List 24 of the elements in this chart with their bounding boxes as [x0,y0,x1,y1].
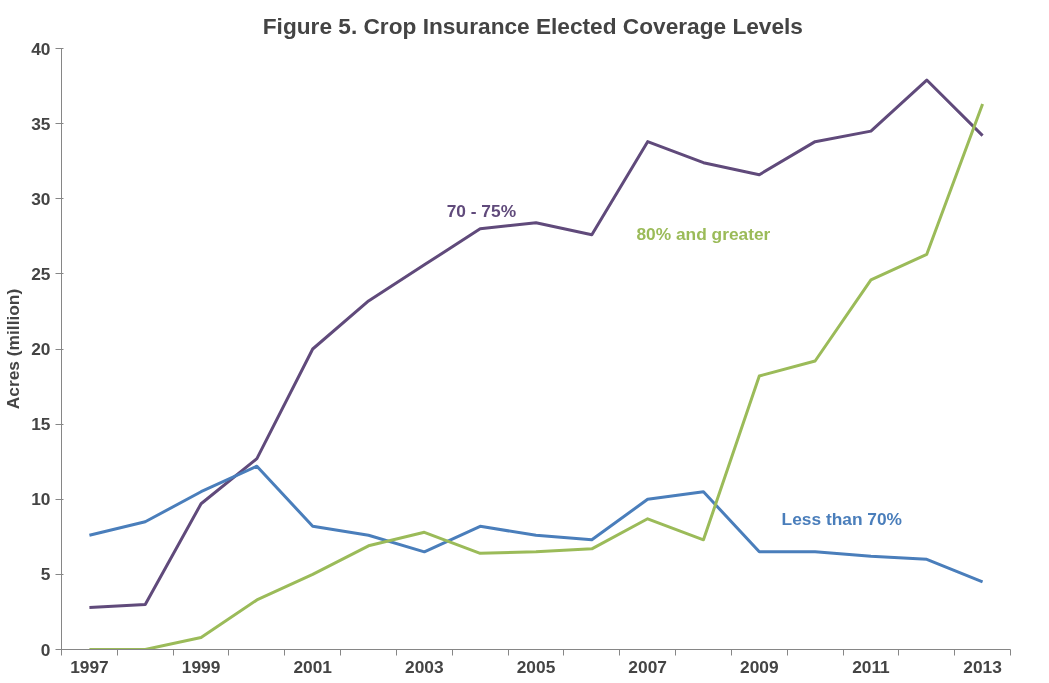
x-tick-label: 2001 [293,656,333,677]
x-tick-label: 2003 [405,656,444,677]
series-label: Less than 70% [781,509,903,530]
y-tick-label: 40 [31,38,51,59]
text: 80% and greater [636,223,771,244]
line-series [87,464,985,584]
x-tick-label: 1999 [181,656,221,677]
y-tick-label: 25 [31,263,51,284]
series-label: 70 - 75% [446,201,517,222]
y-tick-label: 30 [31,188,51,209]
y-tick-label: 10 [31,489,51,510]
x-tick-label: 2013 [963,656,1003,677]
y-tick-label: 20 [31,339,51,359]
x-tick-label: 1997 [70,656,109,677]
y-axis-title: Acres (million) [3,288,24,410]
y-tick-label: 5 [40,564,51,585]
x-tick-label: 2005 [516,656,556,677]
y-tick-label: 0 [40,639,51,660]
x-tick-label: 2009 [740,656,779,677]
y-tick-label: 15 [31,414,51,435]
chart-title: Figure 5. Crop Insurance Elected Coverage Levels [262,12,803,39]
x-tick-label: 2007 [628,656,667,677]
y-tick-label: 35 [31,113,51,134]
x-tick-label: 2011 [852,656,891,677]
